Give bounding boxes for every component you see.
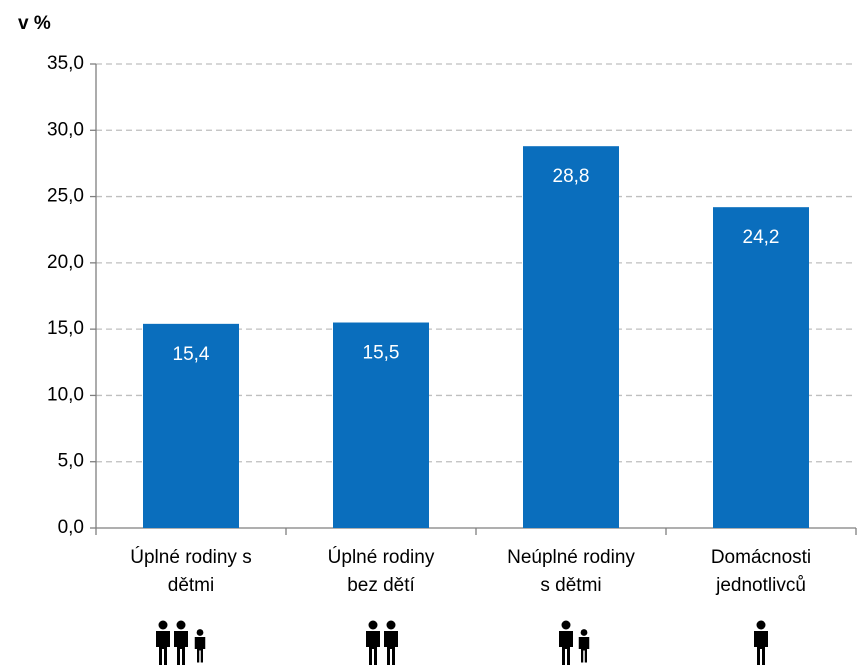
- y-tick-label: 20,0: [47, 252, 84, 273]
- y-tick-label: 35,0: [47, 53, 84, 74]
- y-tick-label: 15,0: [47, 318, 84, 339]
- y-tick-label: 25,0: [47, 186, 84, 207]
- value-label: 24,2: [743, 227, 780, 248]
- icons: [156, 620, 768, 665]
- y-tick-label: 30,0: [47, 119, 84, 140]
- bar: [523, 146, 619, 529]
- x-tick-label: Úplné rodiny: [328, 546, 435, 568]
- y-tick-label: 10,0: [47, 384, 84, 405]
- value-label: 28,8: [553, 166, 590, 187]
- bar: [713, 207, 809, 529]
- x-tick-label: dětmi: [168, 575, 214, 596]
- x-tick-label: Domácnosti: [711, 547, 811, 568]
- x-tick-label: Úplné rodiny s: [130, 546, 251, 568]
- value-label: 15,4: [173, 344, 210, 365]
- value-label: 15,5: [363, 343, 400, 364]
- x-tick-label: jednotlivců: [715, 575, 806, 596]
- x-tick-label: Neúplné rodiny: [507, 547, 635, 568]
- x-tick-label: s dětmi: [540, 575, 601, 596]
- x-tick-label: bez dětí: [347, 575, 415, 596]
- y-axis-title: v %: [18, 13, 51, 34]
- y-tick-label: 5,0: [58, 451, 84, 472]
- bar: [333, 322, 429, 528]
- y-tick-label: 0,0: [58, 517, 84, 538]
- bar: [143, 323, 239, 528]
